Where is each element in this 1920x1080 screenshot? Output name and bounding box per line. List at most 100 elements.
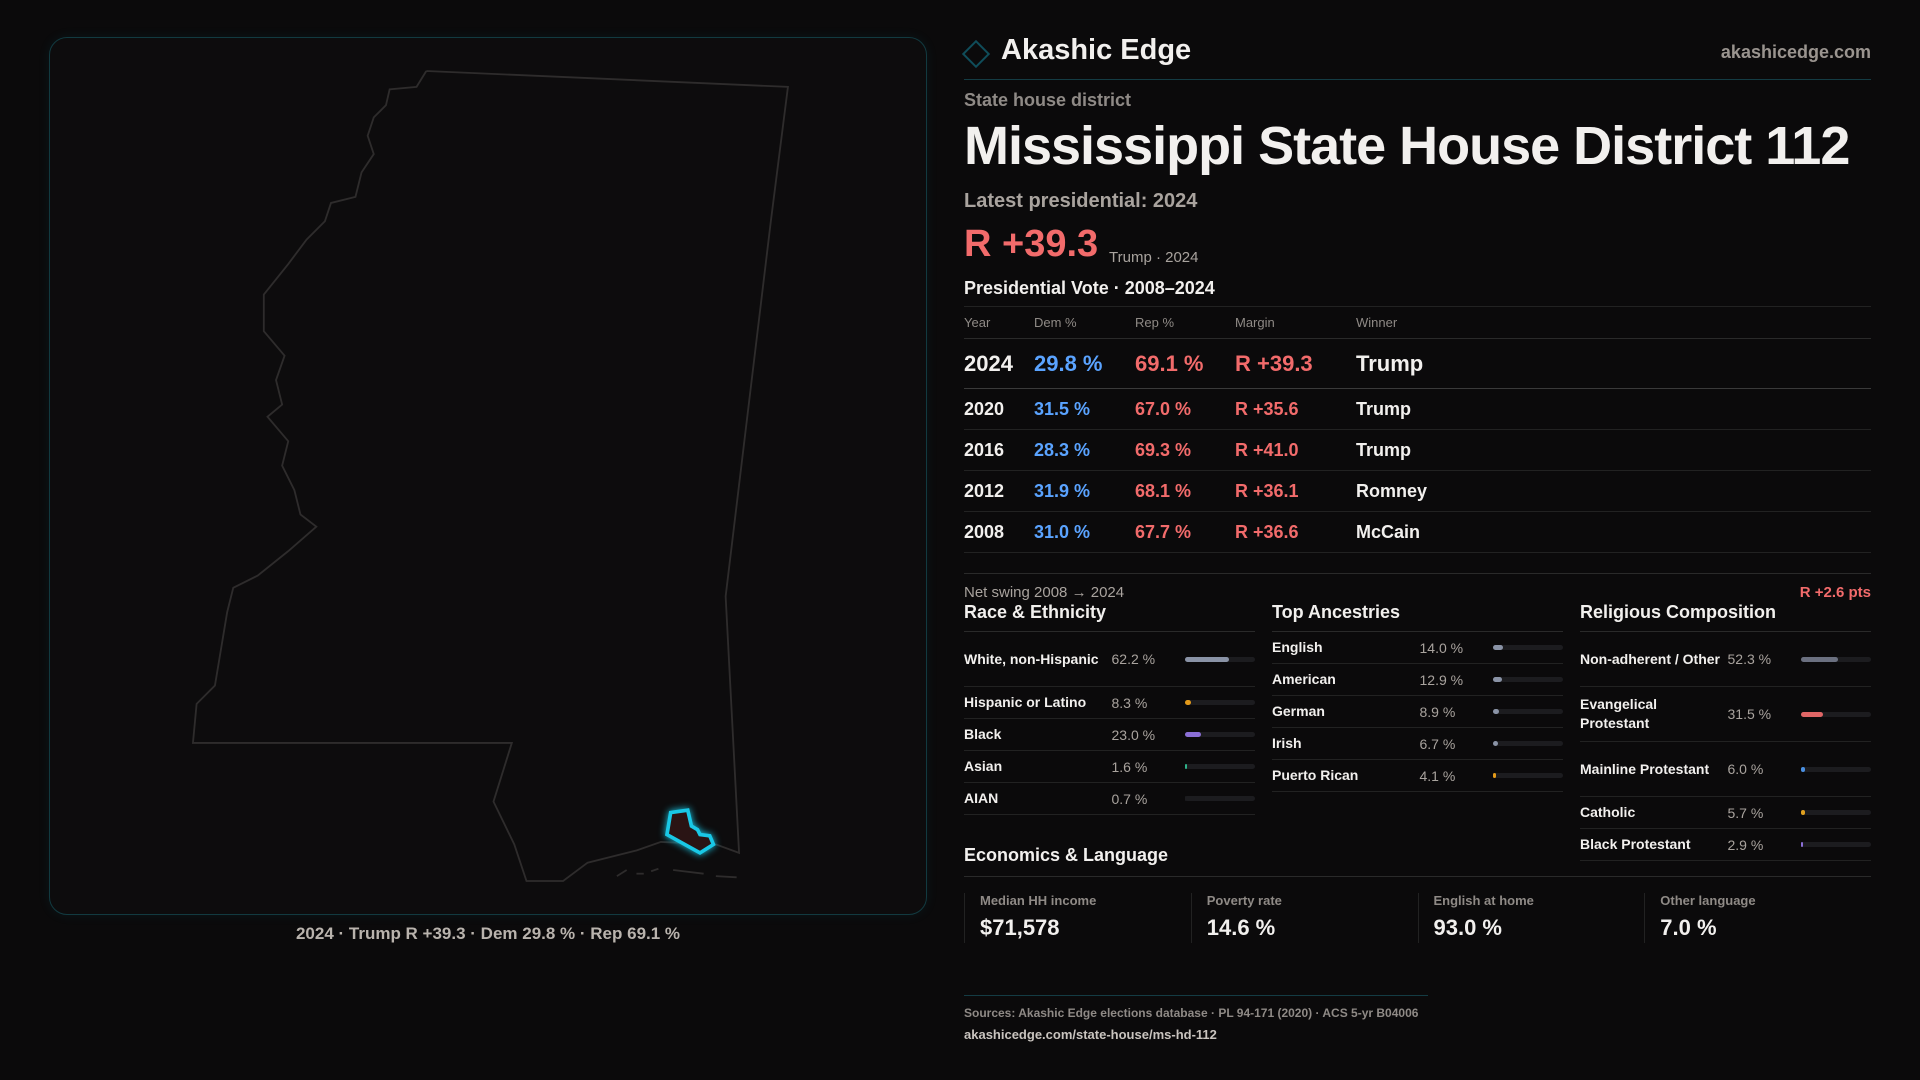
- item-label: Hispanic or Latino: [964, 694, 1087, 710]
- race-section: Race & Ethnicity White, non-Hispanic 62.2 …: [964, 602, 1256, 815]
- list-item: Black 23.0 %: [964, 719, 1256, 751]
- bar-track: [1185, 764, 1256, 769]
- bar-fill: [1185, 700, 1192, 705]
- item-value: 6.0 %: [1727, 761, 1764, 777]
- state-map[interactable]: [50, 38, 926, 914]
- bar-fill: [1493, 773, 1497, 778]
- table-row: 2008 31.0 % 67.7 % R +36.6 McCain: [964, 511, 1871, 553]
- item-value: 4.1 %: [1419, 767, 1456, 784]
- item-label: Asian: [964, 758, 1003, 774]
- bar-track: [1185, 732, 1256, 737]
- item-label: American: [1272, 671, 1336, 687]
- table-cell: 69.3 %: [1135, 429, 1235, 471]
- list-item: Puerto Rican 4.1 %: [1272, 760, 1564, 792]
- stat-card: English at home 93.0 %: [1417, 893, 1645, 943]
- religion-title: Religious Composition: [1580, 602, 1871, 632]
- bar-fill: [1185, 796, 1188, 801]
- presidential-title: Presidential Vote · 2008–2024: [964, 278, 1215, 298]
- item-value: 31.5 %: [1727, 706, 1772, 722]
- item-value: 12.9 %: [1419, 671, 1464, 688]
- item-label: Puerto Rican: [1272, 767, 1359, 783]
- latest-presidential: Latest presidential: 2024: [964, 190, 1198, 212]
- bar-fill: [1801, 656, 1838, 662]
- bar-track: [1493, 677, 1564, 682]
- bar-track: [1493, 709, 1564, 714]
- item-value: 14.0 %: [1419, 639, 1464, 656]
- bar-track: [1185, 700, 1256, 705]
- list-item: Catholic 5.7 %: [1580, 797, 1872, 829]
- table-cell: Trump: [1356, 338, 1871, 389]
- state-outline: [191, 70, 789, 882]
- stat-card: Poverty rate 14.6 %: [1190, 893, 1418, 943]
- table-cell: R +39.3: [1235, 338, 1356, 389]
- column-header: Margin: [1235, 306, 1356, 339]
- table-cell: R +35.6: [1235, 388, 1356, 430]
- bar-track: [1801, 842, 1872, 847]
- list-item: Asian 1.6 %: [964, 751, 1256, 783]
- bar-fill: [1185, 656, 1229, 662]
- item-value: 1.6 %: [1111, 758, 1148, 775]
- page-title: Mississippi State House District 112: [964, 116, 1850, 176]
- bar-track: [1493, 645, 1564, 650]
- race-title: Race & Ethnicity: [964, 602, 1255, 632]
- map-panel[interactable]: [49, 37, 927, 915]
- religion-section: Religious Composition Non-adherent / Othe…: [1580, 602, 1872, 861]
- table-cell: 67.0 %: [1135, 388, 1235, 430]
- item-value: 8.3 %: [1111, 694, 1148, 711]
- table-row: 2020 31.5 % 67.0 % R +35.6 Trump: [964, 388, 1871, 430]
- page-url[interactable]: akashicedge.com/state-house/ms-hd-112: [964, 1027, 1217, 1042]
- item-value: 6.7 %: [1419, 735, 1456, 752]
- item-label: Evangelical Protestant: [1580, 696, 1658, 731]
- table-row: 2024 29.8 % 69.1 % R +39.3 Trump: [964, 338, 1871, 389]
- bar-track: [1493, 773, 1564, 778]
- item-label: White, non-Hispanic: [964, 650, 1099, 667]
- item-value: 2.9 %: [1727, 836, 1764, 853]
- table-cell: 2020: [964, 388, 1034, 430]
- item-value: 0.7 %: [1111, 790, 1148, 807]
- table-cell: 68.1 %: [1135, 470, 1235, 512]
- district-112-highlight[interactable]: [664, 808, 716, 856]
- bar-track: [1801, 810, 1872, 815]
- stat-value: 93.0 %: [1433, 915, 1503, 940]
- list-item: Black Protestant 2.9 %: [1580, 829, 1872, 861]
- ancestry-title: Top Ancestries: [1272, 602, 1563, 632]
- brand-name[interactable]: Akashic Edge: [1001, 34, 1192, 66]
- stat-value: 14.6 %: [1206, 915, 1276, 940]
- bar-fill: [1493, 645, 1504, 650]
- coastal-islands: [616, 867, 737, 879]
- table-cell: 2024: [964, 338, 1034, 389]
- headline-sub: Trump · 2024: [1109, 249, 1199, 266]
- bar-track: [1493, 741, 1564, 746]
- bar-track: [1801, 711, 1872, 717]
- bar-fill: [1493, 709, 1500, 714]
- table-row: 2016 28.3 % 69.3 % R +41.0 Trump: [964, 429, 1871, 471]
- bar-fill: [1801, 810, 1806, 815]
- net-swing-label: Net swing 2008 → 2024: [964, 584, 1125, 601]
- item-label: Black Protestant: [1580, 836, 1691, 852]
- bar-track: [1185, 796, 1256, 801]
- column-header: Winner: [1356, 306, 1871, 339]
- item-label: Irish: [1272, 735, 1302, 751]
- table-cell: McCain: [1356, 511, 1871, 553]
- stat-label: Poverty rate: [1206, 893, 1282, 908]
- header: Akashic Edge akashicedge.com: [961, 30, 1871, 80]
- site-link[interactable]: akashicedge.com: [1720, 42, 1871, 62]
- stat-label: Other language: [1660, 893, 1756, 908]
- bar-track: [1801, 656, 1872, 662]
- table-row: 2012 31.9 % 68.1 % R +36.1 Romney: [964, 470, 1871, 512]
- column-header: Rep %: [1135, 306, 1235, 339]
- economics-cards: Median HH income $71,578 Poverty rate 14.6 …: [964, 893, 1871, 943]
- table-cell: 29.8 %: [1034, 338, 1135, 389]
- item-value: 62.2 %: [1111, 651, 1156, 667]
- list-item: White, non-Hispanic 62.2 %: [964, 632, 1256, 687]
- item-label: German: [1272, 703, 1325, 719]
- item-label: English: [1272, 639, 1323, 655]
- column-header: Dem %: [1034, 306, 1135, 339]
- headline-margin: R +39.3: [964, 223, 1099, 265]
- list-item: Mainline Protestant 6.0 %: [1580, 742, 1872, 797]
- item-value: 52.3 %: [1727, 651, 1772, 667]
- item-label: Mainline Protestant: [1580, 760, 1710, 777]
- table-cell: 2012: [964, 470, 1034, 512]
- stat-label: Median HH income: [980, 893, 1097, 908]
- list-item: English 14.0 %: [1272, 632, 1564, 664]
